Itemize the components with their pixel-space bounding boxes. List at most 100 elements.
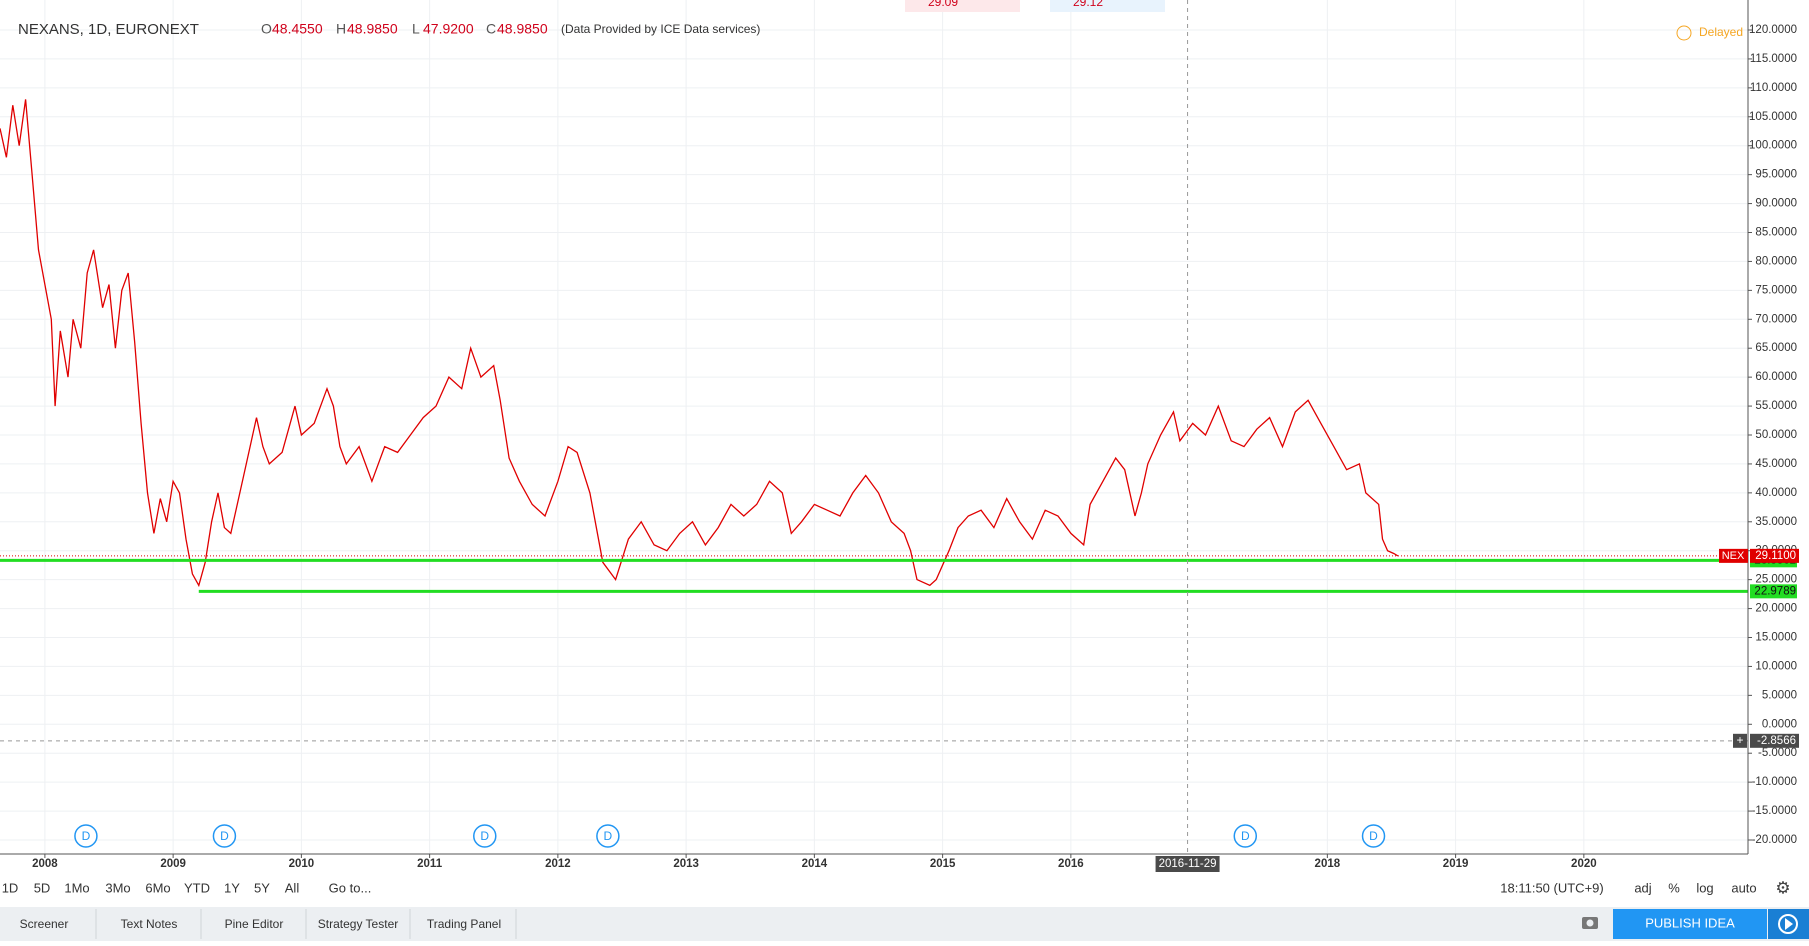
top-fragment: 29.12 — [1073, 0, 1103, 9]
event-marker[interactable] — [212, 824, 237, 848]
y-tick-label: 70.0000 — [1755, 313, 1797, 325]
tab[interactable]: Text Notes — [121, 917, 178, 931]
goto-button[interactable]: Go to... — [329, 880, 372, 895]
y-tick-label: 55.0000 — [1755, 400, 1797, 412]
plot-layer — [0, 0, 1748, 854]
range-button[interactable]: 3Mo — [105, 880, 130, 895]
crosshair-x-box — [1155, 856, 1220, 872]
ohlc-value: 48.9850 — [347, 21, 398, 37]
event-label: D — [604, 829, 613, 843]
top-fragment-box — [905, 0, 1020, 12]
y-tick-label: 65.0000 — [1755, 342, 1797, 354]
event-label: D — [1241, 829, 1250, 843]
support-label: 22.9789 — [1754, 585, 1796, 597]
range-button[interactable]: All — [285, 880, 300, 895]
x-tick-label: 2008 — [32, 858, 58, 870]
range-button[interactable]: 5Y — [254, 880, 270, 895]
y-tick-label: 25.0000 — [1755, 574, 1797, 586]
x-tick-label: 2020 — [1571, 858, 1597, 870]
last-label-name: NEX — [1722, 550, 1745, 562]
crosshair-plus[interactable] — [1733, 733, 1747, 748]
publish-text[interactable]: PUBLISH IDEA — [1645, 915, 1735, 930]
x-tick-label: 2018 — [1315, 858, 1341, 870]
y-tick-label: 100.0000 — [1749, 140, 1797, 152]
grid-layer — [0, 0, 1748, 854]
event-marker[interactable] — [473, 824, 497, 848]
tab[interactable]: Strategy Tester — [318, 917, 398, 931]
crosshair-plus-icon: + — [1736, 733, 1743, 747]
price-line — [0, 99, 1399, 588]
y-tick-label: 90.0000 — [1755, 198, 1797, 210]
option-button[interactable]: % — [1668, 880, 1680, 895]
ohlc-value: 48.4550 — [272, 21, 323, 37]
provider: (Data Provided by ICE Data services) — [561, 22, 760, 36]
range-button[interactable]: 5D — [34, 880, 51, 895]
last-value-label: 29.1100 — [1755, 550, 1796, 562]
y-tick-label: 50.0000 — [1755, 429, 1797, 441]
event-label: D — [220, 829, 229, 843]
range-button[interactable]: 1Mo — [64, 880, 89, 895]
range-button[interactable]: 1Y — [224, 880, 240, 895]
settings-icon[interactable]: ⚙ — [1775, 878, 1790, 897]
event-marker[interactable] — [596, 824, 620, 848]
y-tick-label: 40.0000 — [1755, 487, 1797, 499]
ohlc-key: H — [336, 21, 346, 37]
y-tick-label: 95.0000 — [1755, 169, 1797, 181]
x-tick-label: 2011 — [417, 858, 443, 870]
x-tick-label: 2014 — [802, 858, 828, 870]
play-icon[interactable] — [1778, 914, 1798, 934]
delayed-icon — [1676, 25, 1692, 41]
tab[interactable]: Trading Panel — [427, 917, 501, 931]
x-tick-label: 2013 — [673, 858, 699, 870]
x-tick-label: 2012 — [545, 858, 571, 870]
event-marker[interactable] — [1233, 824, 1258, 848]
option-button[interactable]: auto — [1731, 880, 1756, 895]
toolbar — [0, 872, 1809, 907]
y-tick-label: 10.0000 — [1755, 660, 1797, 672]
ohlc-value: 47.9200 — [423, 21, 474, 37]
y-tick-label: 60.0000 — [1755, 371, 1797, 383]
x-tick-label: 2016 — [1058, 858, 1084, 870]
tab[interactable]: Pine Editor — [225, 917, 284, 931]
publish-button[interactable] — [1613, 909, 1767, 939]
range-button[interactable]: YTD — [184, 880, 210, 895]
y-tick-label: 35.0000 — [1755, 516, 1797, 528]
last-label-box — [1719, 548, 1748, 563]
tab[interactable]: Screener — [20, 917, 69, 931]
y-tick-label: -5.0000 — [1758, 747, 1797, 759]
event-label: D — [1369, 829, 1378, 843]
option-button[interactable]: log — [1696, 880, 1713, 895]
y-tick-label: -20.0000 — [1752, 834, 1797, 846]
ohlc-key: L — [412, 21, 420, 37]
symbol: NEXANS, 1D, EURONEXT — [18, 21, 199, 38]
support-label-box — [1750, 584, 1797, 599]
range-button[interactable]: 1D — [2, 880, 19, 895]
y-tick-label: 15.0000 — [1755, 632, 1797, 644]
y-tick-label: 5.0000 — [1762, 689, 1797, 701]
play-arrow[interactable] — [1785, 918, 1793, 930]
last-value-box — [1750, 548, 1799, 563]
y-tick-label: 20.0000 — [1755, 603, 1797, 615]
y-tick-label: 80.0000 — [1755, 255, 1797, 267]
y-tick-label: 120.0000 — [1749, 24, 1797, 36]
range-button[interactable]: 6Mo — [145, 880, 170, 895]
event-marker[interactable] — [1361, 824, 1386, 848]
option-button[interactable]: adj — [1634, 880, 1651, 895]
x-tick-label: 2010 — [289, 858, 315, 870]
y-tick-label: 0.0000 — [1762, 718, 1797, 730]
crosshair-x-label: 2016-11-29 — [1159, 858, 1217, 870]
y-tick-label: 85.0000 — [1755, 227, 1797, 239]
event-marker[interactable] — [74, 824, 98, 848]
y-tick-label: -10.0000 — [1752, 776, 1797, 788]
x-tick-label: 2009 — [160, 858, 186, 870]
top-fragment: 29.09 — [928, 0, 958, 9]
crosshair-y-box — [1750, 733, 1799, 748]
y-tick-label: 75.0000 — [1755, 284, 1797, 296]
y-tick-label: 105.0000 — [1749, 111, 1797, 123]
y-tick-label: 115.0000 — [1750, 53, 1797, 65]
ohlc-value: 48.9850 — [497, 21, 548, 37]
x-tick-label: 2019 — [1443, 858, 1469, 870]
y-tick-label: -15.0000 — [1752, 805, 1797, 817]
